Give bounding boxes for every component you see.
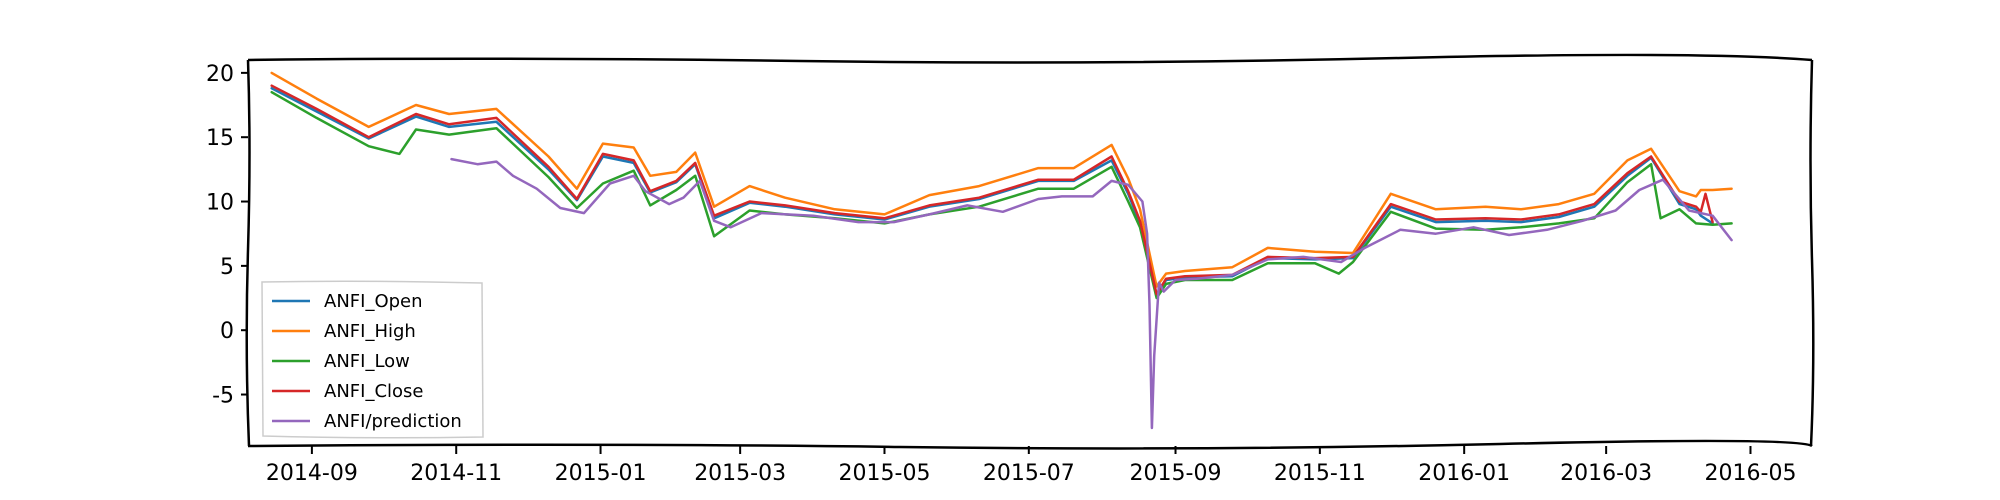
y-tick-label: -5	[212, 384, 234, 409]
x-tick-label: 2015-11	[1274, 461, 1366, 486]
series-line-anfi-high	[270, 71, 1733, 288]
y-tick-label: 15	[206, 126, 234, 151]
legend-label: ANFI_Open	[324, 291, 423, 312]
series-lines	[270, 71, 1733, 430]
frame-left	[245, 59, 251, 447]
frame-top	[247, 53, 1813, 64]
legend-label: ANFI/prediction	[324, 411, 462, 432]
x-axis-ticks: 2014-09 2014-11 2015-01 2015-03 2015-05 2015-…	[266, 446, 1797, 486]
y-axis-ticks: 20 15 10 5 0 -5	[206, 62, 248, 409]
x-tick-label: 2016-05	[1705, 461, 1797, 486]
legend-label: ANFI_Close	[324, 381, 423, 402]
frame-right	[1809, 59, 1815, 447]
series-line-anfi-close	[270, 84, 1714, 296]
legend-box	[261, 280, 484, 439]
x-tick-label: 2015-03	[694, 461, 786, 486]
y-tick-label: 20	[206, 62, 234, 87]
x-tick-label: 2014-11	[410, 461, 502, 486]
x-tick-label: 2015-05	[839, 461, 931, 486]
x-tick-label: 2014-09	[266, 461, 358, 486]
x-tick-label: 2015-07	[983, 461, 1075, 486]
axes-frame	[245, 53, 1815, 450]
x-tick-label: 2016-03	[1560, 461, 1652, 486]
legend-label: ANFI_High	[324, 321, 416, 342]
x-tick-label: 2015-09	[1130, 461, 1222, 486]
y-tick-label: 10	[206, 191, 234, 216]
y-tick-label: 0	[220, 319, 234, 344]
series-line-anfi-prediction	[450, 157, 1733, 430]
legend-label: ANFI_Low	[324, 351, 410, 372]
x-tick-label: 2016-01	[1418, 461, 1510, 486]
frame-bottom	[247, 439, 1813, 450]
series-line-anfi-low	[270, 90, 1733, 300]
y-tick-label: 5	[220, 255, 234, 280]
x-tick-label: 2015-01	[555, 461, 647, 486]
legend: ANFI_Open ANFI_High ANFI_Low ANFI_Close ANFI…	[261, 280, 484, 439]
